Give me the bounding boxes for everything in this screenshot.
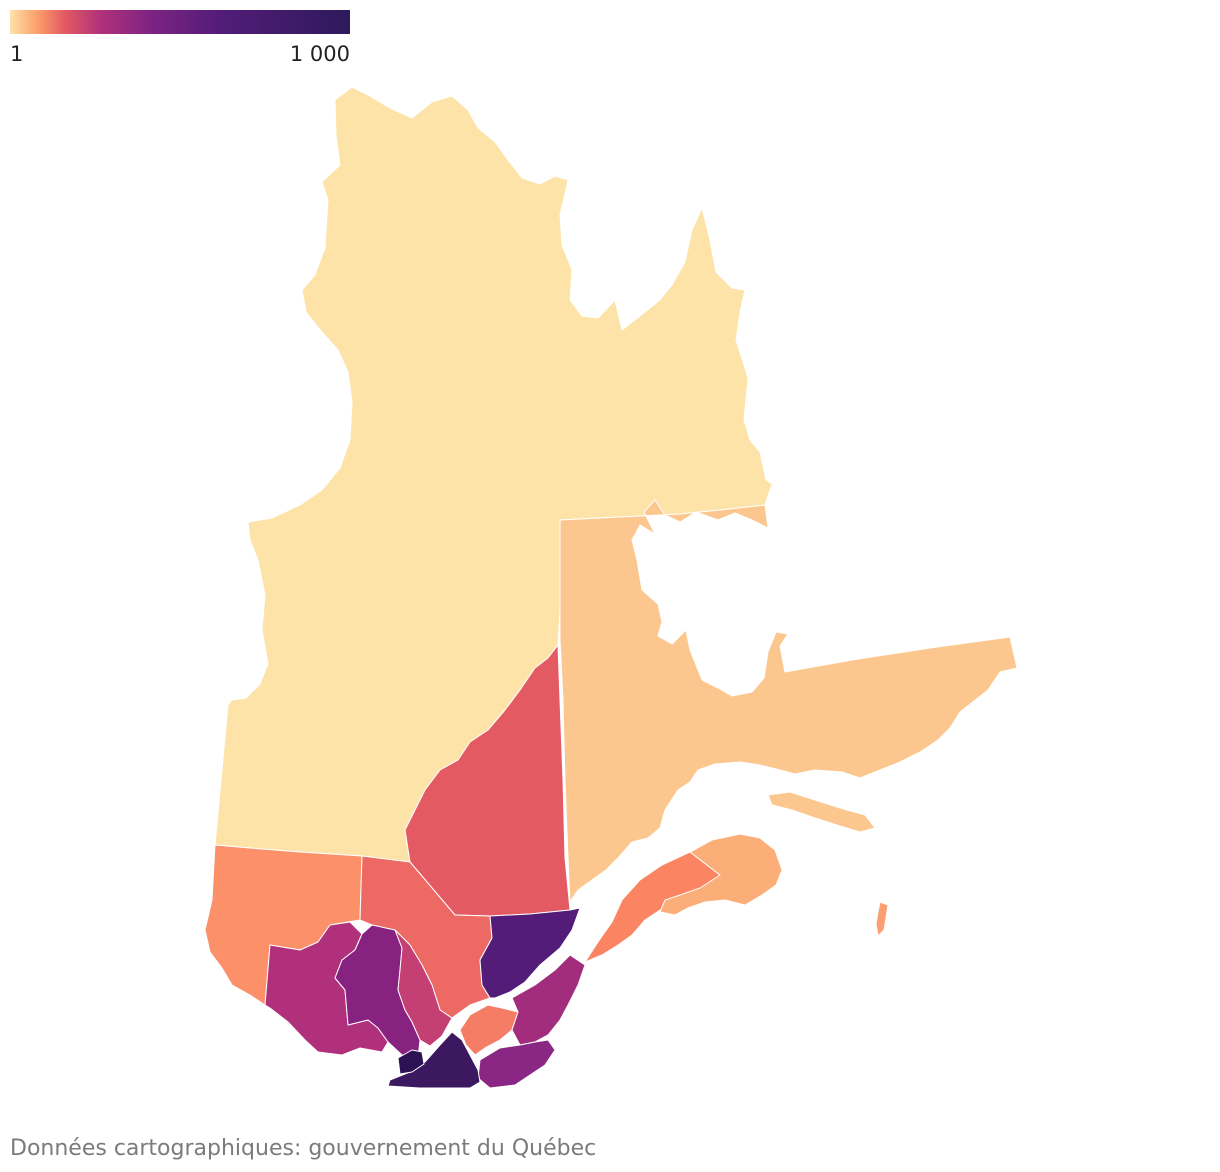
region-saguenay-lac-saint-jean[interactable] <box>404 644 571 917</box>
region-iles-de-la-madeleine[interactable] <box>875 901 889 937</box>
region-monteregie[interactable] <box>387 1031 481 1089</box>
legend-max-label: 1 000 <box>289 42 350 66</box>
region-capitale-nationale[interactable] <box>479 907 581 999</box>
region-laval[interactable] <box>397 1049 425 1075</box>
region-lanaudiere[interactable] <box>394 929 453 1047</box>
legend-labels: 1 1 000 <box>10 42 350 70</box>
region-estrie[interactable] <box>477 1039 556 1089</box>
region-anticosti[interactable] <box>767 791 876 833</box>
region-chaudiere-appalaches[interactable] <box>511 954 586 1046</box>
map-source-credit: Données cartographiques: gouvernement du… <box>10 1136 597 1161</box>
legend-min-label: 1 <box>10 42 24 66</box>
color-legend: 1 1 000 <box>10 10 350 70</box>
color-scale-bar <box>10 10 350 34</box>
region-cote-nord[interactable] <box>559 499 1018 903</box>
quebec-region-map <box>204 86 1018 1089</box>
region-gaspesie-iles-de-la-madeleine[interactable] <box>659 833 783 916</box>
